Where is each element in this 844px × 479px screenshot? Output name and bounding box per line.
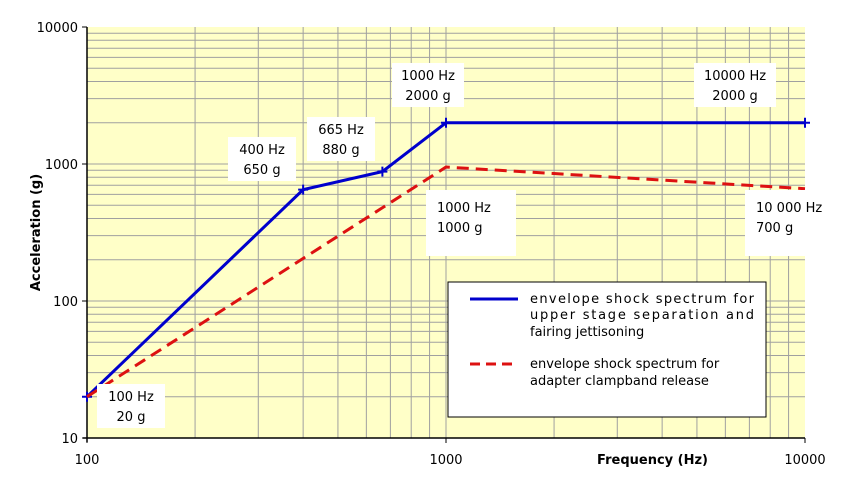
x-tick-label: 100 bbox=[75, 453, 100, 468]
legend-label: adapter clampband release bbox=[530, 374, 709, 389]
x-tick-label: 10000 bbox=[784, 453, 825, 468]
legend-label: envelope shock spectrum for bbox=[530, 292, 755, 307]
annotation-label: 665 Hz bbox=[318, 123, 364, 138]
annotation-label: 650 g bbox=[243, 163, 280, 178]
legend-label: envelope shock spectrum for bbox=[530, 357, 720, 372]
annotation-box bbox=[392, 63, 464, 107]
annotation-box bbox=[745, 190, 844, 256]
annotation-label: 1000 g bbox=[437, 221, 482, 236]
annotation-label: 10 000 Hz bbox=[756, 201, 822, 216]
data-point-marker bbox=[298, 184, 309, 195]
annotation-box bbox=[426, 190, 516, 256]
y-axis-label: Acceleration (g) bbox=[29, 174, 44, 291]
annotation-label: 2000 g bbox=[405, 89, 450, 104]
y-tick-label: 100 bbox=[53, 295, 78, 310]
annotation-label: 10000 Hz bbox=[704, 69, 766, 84]
annotation-label: 1000 Hz bbox=[437, 201, 491, 216]
x-axis-label: Frequency (Hz) bbox=[597, 453, 708, 468]
series-line-1 bbox=[86, 165, 806, 399]
data-point-marker bbox=[800, 117, 810, 128]
annotation-label: 20 g bbox=[117, 410, 146, 425]
annotation-box bbox=[307, 117, 375, 161]
annotation-label: 700 g bbox=[756, 221, 793, 236]
annotation-box bbox=[228, 137, 296, 181]
annotation-label: 100 Hz bbox=[108, 390, 154, 405]
legend-label: upper stage separation and bbox=[530, 308, 754, 323]
annotation-label: 880 g bbox=[322, 143, 359, 158]
y-tick-label: 10 bbox=[61, 432, 78, 447]
legend-label: fairing jettisoning bbox=[530, 325, 644, 340]
annotation-label: 1000 Hz bbox=[401, 69, 455, 84]
data-point-marker bbox=[377, 166, 388, 177]
data-point-marker bbox=[82, 391, 92, 402]
y-tick-label: 10000 bbox=[37, 21, 78, 36]
x-tick-label: 1000 bbox=[429, 453, 462, 468]
legend-box bbox=[447, 281, 767, 418]
data-point-marker bbox=[441, 117, 451, 128]
y-tick-label: 1000 bbox=[45, 158, 78, 173]
annotation-label: 2000 g bbox=[712, 89, 757, 104]
annotation-label: 400 Hz bbox=[239, 143, 285, 158]
annotation-box bbox=[97, 384, 165, 428]
annotation-box bbox=[694, 63, 776, 107]
